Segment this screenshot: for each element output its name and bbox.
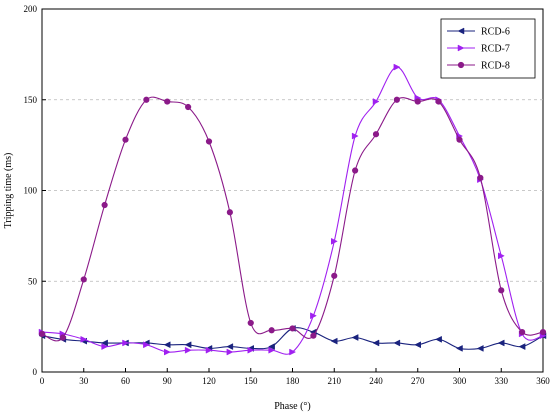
data-point-rcd-7 xyxy=(184,346,192,354)
data-point-rcd-7 xyxy=(393,63,401,71)
data-point-rcd-8 xyxy=(38,330,46,337)
data-point-rcd-6 xyxy=(226,343,234,350)
data-point-rcd-6 xyxy=(435,335,442,343)
data-point-rcd-7 xyxy=(372,98,380,105)
data-point-rcd-8 xyxy=(331,272,338,279)
data-point-rcd-7 xyxy=(164,348,171,356)
legend-label: RCD-6 xyxy=(481,27,510,38)
y-axis-title: Tripping time (ms) xyxy=(3,153,14,229)
data-point-rcd-7 xyxy=(310,312,317,320)
data-point-rcd-8 xyxy=(414,98,421,105)
data-point-rcd-7 xyxy=(143,341,150,349)
legend-swatch-marker xyxy=(457,27,465,35)
data-point-rcd-6 xyxy=(101,339,108,347)
data-point-rcd-7 xyxy=(101,343,109,350)
y-tick-label: 0 xyxy=(33,367,38,377)
data-point-rcd-8 xyxy=(226,209,233,216)
data-point-rcd-6 xyxy=(393,339,401,347)
data-point-rcd-8 xyxy=(477,174,484,181)
data-point-rcd-8 xyxy=(372,131,380,138)
data-point-rcd-7 xyxy=(122,339,130,347)
x-tick-label: 30 xyxy=(79,376,89,386)
data-point-rcd-6 xyxy=(414,341,421,349)
x-tick-label: 270 xyxy=(411,376,425,386)
data-point-rcd-8 xyxy=(352,167,359,174)
series-layer xyxy=(38,63,547,356)
data-point-rcd-8 xyxy=(164,98,171,105)
data-point-rcd-8 xyxy=(101,201,108,209)
legend-swatch-marker xyxy=(457,44,465,52)
x-tick-label: 150 xyxy=(244,376,258,386)
data-point-rcd-8 xyxy=(59,334,66,341)
x-tick-label: 360 xyxy=(536,376,550,386)
data-point-rcd-8 xyxy=(143,96,150,103)
x-tick-label: 210 xyxy=(328,376,342,386)
y-tick-label: 200 xyxy=(24,4,38,14)
data-point-rcd-8 xyxy=(247,319,254,327)
legend-item-rcd-7: RCD-7 xyxy=(447,44,510,55)
data-point-rcd-6 xyxy=(497,339,505,347)
data-point-rcd-6 xyxy=(268,343,275,350)
y-tick-label: 50 xyxy=(28,276,38,286)
y-tick-label: 150 xyxy=(24,95,38,105)
data-point-rcd-7 xyxy=(331,237,338,245)
data-point-rcd-8 xyxy=(393,96,400,103)
axes-layer: 0 30 60 90 120 150 180 210 240 270 300 330 360 0 50 100… xyxy=(24,4,550,386)
x-tick-label: 330 xyxy=(495,376,509,386)
x-tick-label: 240 xyxy=(369,376,383,386)
data-point-rcd-8 xyxy=(435,98,442,105)
x-tick-label: 180 xyxy=(286,376,300,386)
data-point-rcd-8 xyxy=(80,276,87,283)
data-point-rcd-8 xyxy=(289,325,296,332)
data-point-rcd-7 xyxy=(247,346,255,354)
data-point-rcd-7 xyxy=(289,348,297,356)
data-point-rcd-7 xyxy=(351,132,359,140)
data-point-rcd-6 xyxy=(184,341,192,349)
legend: RCD-6 RCD-7 RCD-8 xyxy=(440,18,536,79)
x-tick-label: 90 xyxy=(163,376,173,386)
data-point-rcd-6 xyxy=(372,339,380,347)
data-point-rcd-7 xyxy=(498,252,505,260)
data-point-rcd-6 xyxy=(330,337,338,345)
x-tick-label: 120 xyxy=(202,376,216,386)
data-point-rcd-7 xyxy=(80,335,88,343)
data-point-rcd-8 xyxy=(519,328,526,336)
data-point-rcd-6 xyxy=(518,343,526,350)
data-point-rcd-8 xyxy=(310,332,317,339)
legend-label: RCD-7 xyxy=(481,44,510,55)
legend-swatch-marker xyxy=(457,61,465,69)
data-point-rcd-8 xyxy=(498,287,505,294)
data-point-rcd-8 xyxy=(268,327,275,334)
x-tick-label: 60 xyxy=(121,376,131,386)
data-point-rcd-6 xyxy=(476,344,484,352)
legend-item-rcd-8: RCD-8 xyxy=(447,61,510,72)
x-tick-label: 0 xyxy=(40,376,45,386)
data-point-rcd-8 xyxy=(185,103,192,111)
data-point-rcd-8 xyxy=(539,328,547,336)
data-point-rcd-8 xyxy=(456,136,463,143)
data-point-rcd-8 xyxy=(205,138,213,145)
data-point-rcd-7 xyxy=(226,348,234,356)
data-point-rcd-6 xyxy=(351,334,359,341)
data-point-rcd-7 xyxy=(268,346,276,354)
data-point-rcd-8 xyxy=(122,136,129,143)
data-point-rcd-6 xyxy=(455,344,463,352)
x-axis-title: Phase (°) xyxy=(274,401,311,412)
series-rcd-8 xyxy=(38,96,547,342)
data-point-rcd-7 xyxy=(205,346,213,354)
legend-label: RCD-8 xyxy=(481,61,510,72)
legend-item-rcd-6: RCD-6 xyxy=(447,27,510,38)
y-tick-label: 100 xyxy=(24,186,38,196)
data-point-rcd-6 xyxy=(163,341,171,349)
x-tick-label: 300 xyxy=(453,376,467,386)
